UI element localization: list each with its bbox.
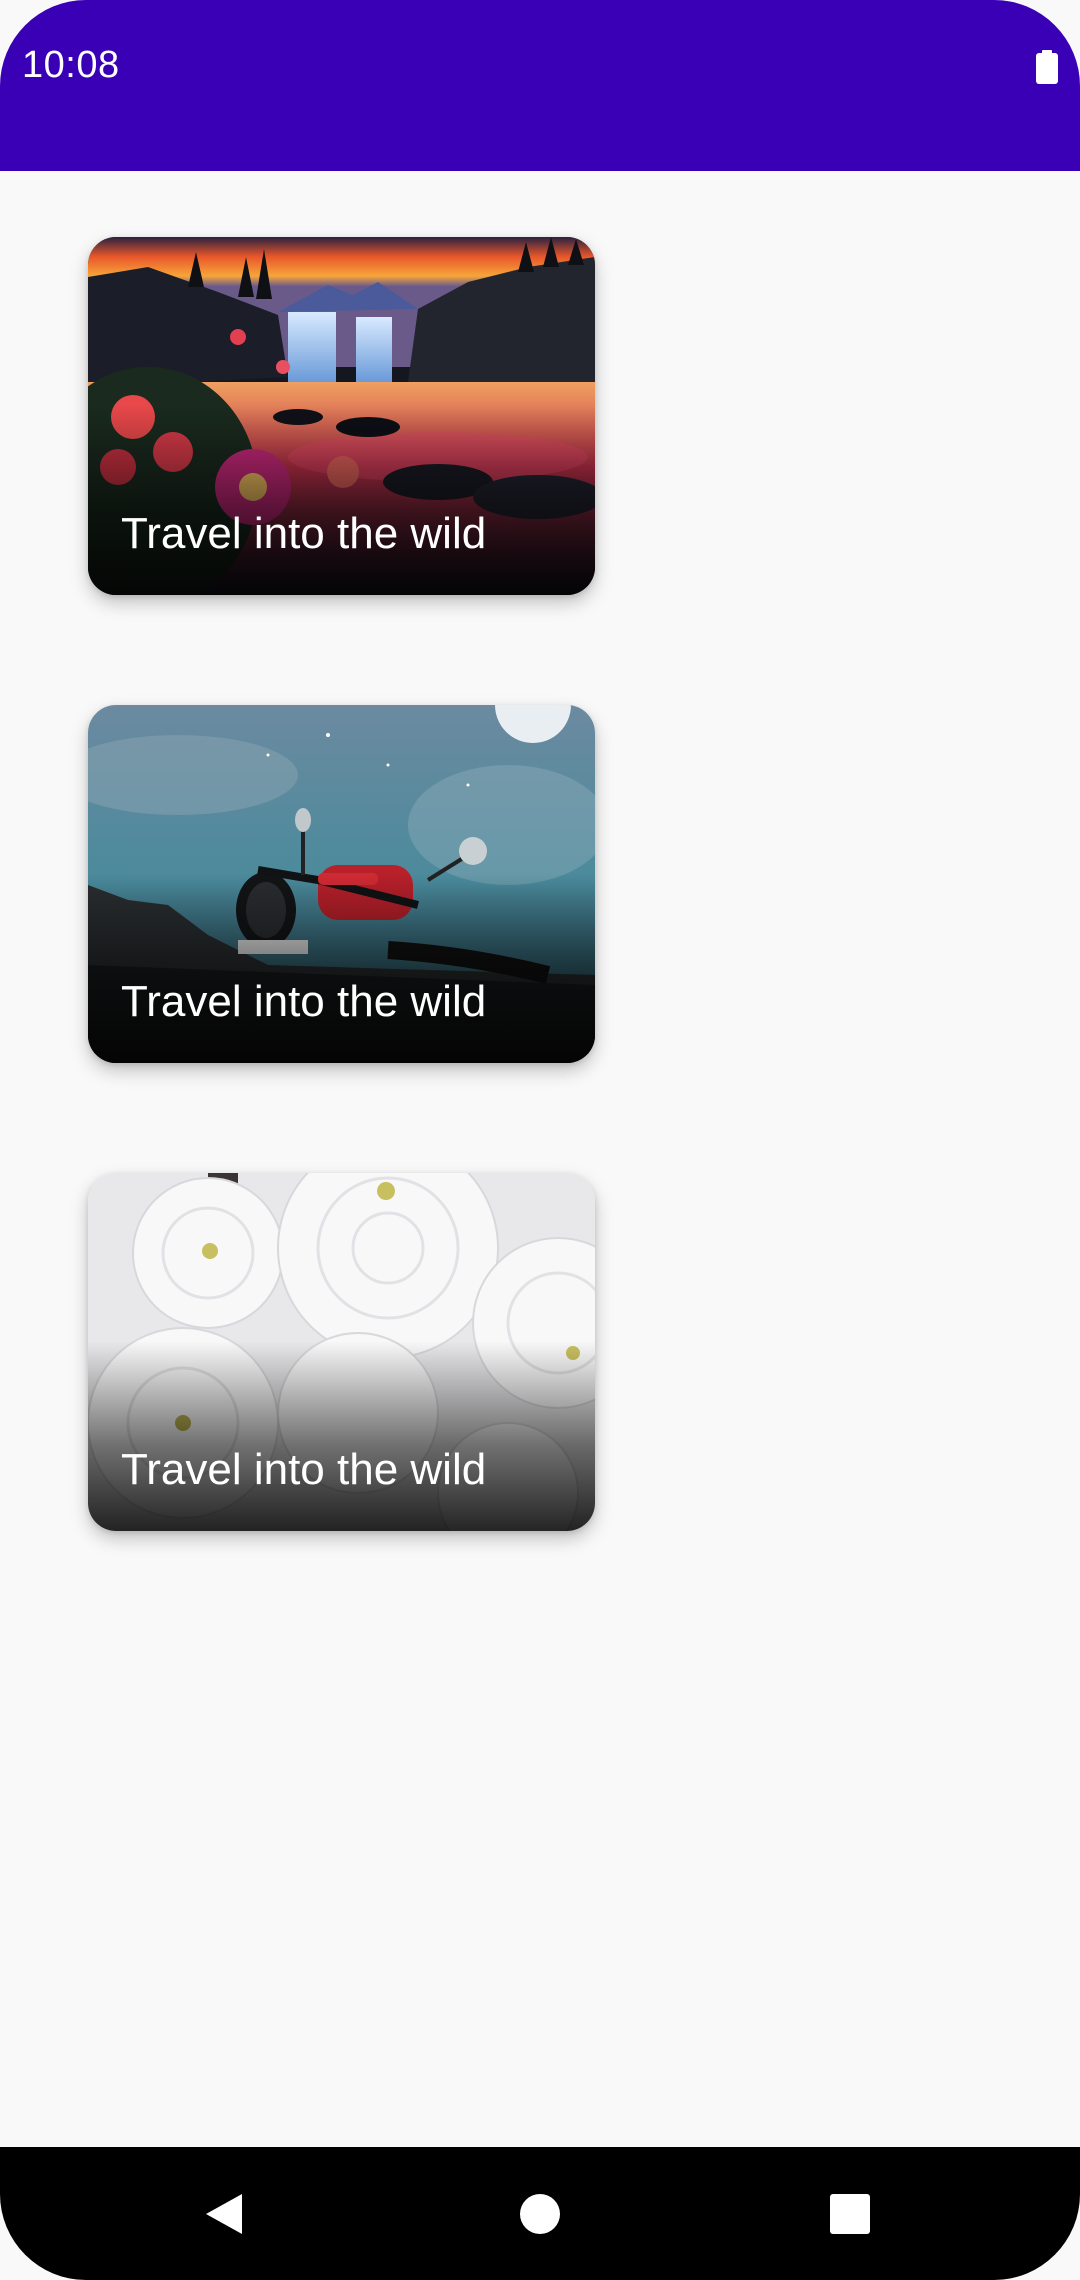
recents-button[interactable]	[803, 2167, 897, 2261]
recents-square-icon	[830, 2194, 870, 2234]
back-button[interactable]	[178, 2167, 272, 2261]
battery-full-icon	[1036, 50, 1058, 84]
travel-card-waterfall[interactable]: Travel into the wild	[88, 237, 595, 595]
home-button[interactable]	[493, 2167, 587, 2261]
card-title: Travel into the wild	[121, 977, 487, 1026]
card-list: Travel into the wild	[0, 171, 1080, 2147]
home-circle-icon	[520, 2194, 560, 2234]
status-bar: 10:08	[0, 0, 1080, 171]
status-time: 10:08	[22, 44, 120, 86]
navigation-bar	[0, 2147, 1080, 2280]
back-triangle-icon	[206, 2194, 242, 2234]
card-title: Travel into the wild	[121, 1445, 487, 1494]
travel-card-flowers[interactable]: Travel into the wild	[88, 1173, 595, 1531]
card-title: Travel into the wild	[121, 509, 487, 558]
travel-card-motorcycle[interactable]: Travel into the wild	[88, 705, 595, 1063]
